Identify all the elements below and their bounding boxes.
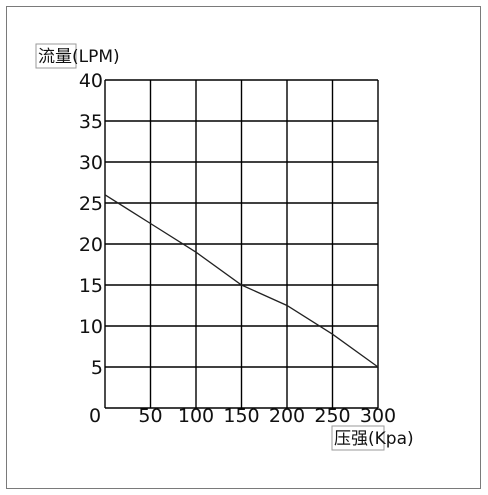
series-line — [104, 194, 379, 368]
x-tick-label: 300 — [360, 405, 396, 427]
y-tick-label: 40 — [79, 70, 103, 92]
y-tick-label: 5 — [91, 357, 103, 379]
y-tick-label: 15 — [79, 275, 103, 297]
data-series — [104, 194, 379, 368]
y-tick-label: 25 — [79, 193, 103, 215]
x-tick-label: 50 — [138, 405, 162, 427]
y-axis-title: 流量(LPM) — [38, 47, 120, 67]
x-tick-labels: 0 50 100 150 200 250 300 — [89, 405, 396, 427]
y-tick-label: 35 — [79, 111, 103, 133]
x-tick-label: 100 — [178, 405, 214, 427]
y-tick-label: 30 — [79, 152, 103, 174]
x-tick-label: 150 — [223, 405, 259, 427]
y-tick-label: 10 — [79, 316, 103, 338]
y-tick-labels: 5 10 15 20 25 30 35 40 — [79, 70, 103, 379]
x-tick-label: 200 — [269, 405, 305, 427]
chart-grid — [104, 79, 379, 409]
y-axis-label: 流量(LPM) — [35, 43, 120, 69]
x-axis-title: 压强(Kpa) — [334, 429, 414, 449]
x-tick-label: 0 — [89, 405, 101, 427]
x-tick-label: 250 — [314, 405, 350, 427]
y-tick-label: 20 — [79, 234, 103, 256]
x-axis-label: 压强(Kpa) — [331, 425, 414, 451]
